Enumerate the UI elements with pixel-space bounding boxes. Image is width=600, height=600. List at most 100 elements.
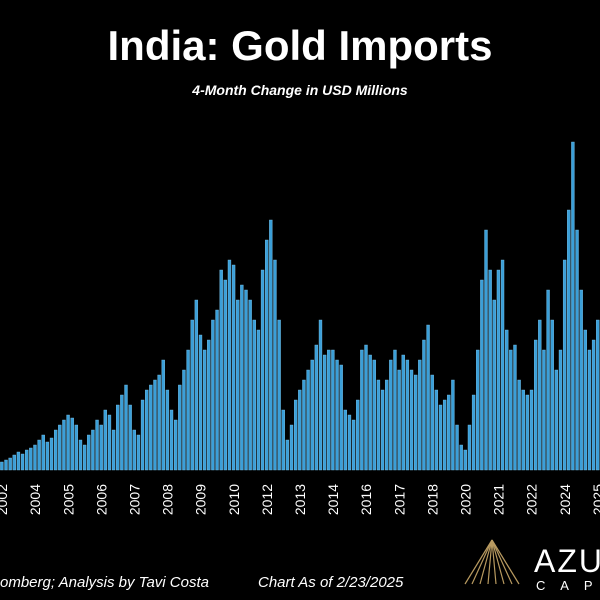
- bar: [252, 319, 256, 471]
- bar: [471, 394, 476, 471]
- bar: [202, 349, 207, 471]
- bar: [99, 424, 103, 471]
- chart-title: India: Gold Imports: [108, 22, 493, 69]
- bar: [372, 359, 376, 471]
- bar: [140, 399, 145, 471]
- bar: [273, 259, 277, 471]
- bar: [476, 349, 480, 471]
- bar: [550, 319, 554, 471]
- bar: [45, 441, 50, 471]
- bar: [240, 284, 244, 471]
- bar: [41, 434, 45, 471]
- bar: [484, 229, 488, 471]
- bar: [103, 409, 107, 471]
- bar: [4, 459, 8, 471]
- bar: [289, 424, 294, 471]
- bar: [356, 399, 360, 471]
- bar: [128, 404, 132, 471]
- bar: [401, 354, 405, 471]
- bar: [517, 379, 521, 471]
- bar: [434, 389, 439, 471]
- bar: [327, 349, 331, 471]
- source: omberg; Analysis by Tavi Costa: [0, 574, 209, 591]
- bar: [244, 289, 248, 471]
- bar: [298, 389, 302, 471]
- bar: [347, 414, 352, 471]
- bar: [223, 279, 227, 471]
- bar: [513, 344, 517, 471]
- bar: [583, 329, 587, 471]
- bar: [562, 259, 567, 471]
- bar: [277, 319, 281, 471]
- bar: [256, 329, 261, 471]
- bar: [430, 374, 434, 471]
- bar: [418, 359, 422, 471]
- bar: [380, 389, 385, 471]
- bar: [376, 379, 381, 471]
- x-tick-label: 2007: [126, 484, 142, 515]
- x-tick-label: 2005: [60, 484, 76, 515]
- bar: [438, 404, 443, 471]
- bar: [153, 379, 157, 471]
- bar: [558, 349, 563, 471]
- chart-subtitle: 4-Month Change in USD Millions: [191, 82, 408, 98]
- x-tick-label: 2009: [193, 484, 209, 515]
- bar: [285, 439, 290, 471]
- bar: [567, 209, 571, 471]
- x-tick-label: 2002: [0, 484, 10, 515]
- bar: [124, 384, 128, 471]
- bar: [207, 339, 211, 471]
- logo-sub: C A P: [536, 578, 599, 593]
- bar: [182, 369, 186, 471]
- bar: [53, 429, 58, 471]
- bar: [87, 434, 91, 471]
- bar: [260, 269, 265, 471]
- bar: [322, 354, 327, 471]
- bar: [459, 444, 463, 471]
- bar: [136, 434, 141, 471]
- bar: [91, 429, 95, 471]
- x-tick-label: 2022: [524, 484, 540, 515]
- bar: [293, 399, 298, 471]
- bar: [211, 319, 215, 471]
- bar: [451, 379, 455, 471]
- bar: [480, 279, 484, 471]
- bar: [467, 424, 472, 471]
- bar: [447, 394, 451, 471]
- bar: [500, 259, 505, 471]
- bar: [58, 424, 62, 471]
- x-tick-label: 2024: [557, 484, 573, 515]
- bar: [116, 404, 120, 471]
- bar: [351, 419, 356, 471]
- bar: [20, 453, 25, 471]
- x-tick-label: 2006: [93, 484, 109, 515]
- bar: [331, 349, 335, 471]
- bar: [0, 461, 4, 471]
- bar: [509, 349, 513, 471]
- bar: [120, 394, 124, 471]
- note: Chart As of 2/23/2025: [258, 574, 404, 591]
- bar: [426, 324, 430, 471]
- bar: [265, 239, 269, 471]
- bar: [149, 384, 153, 471]
- bar: [554, 369, 559, 471]
- bar: [314, 344, 319, 471]
- x-tick-label: 2010: [226, 484, 242, 515]
- bar: [186, 349, 190, 471]
- bar: [25, 449, 29, 471]
- bar: [546, 289, 550, 471]
- bar: [157, 374, 161, 471]
- bar: [70, 417, 74, 471]
- bar: [161, 359, 165, 471]
- bar: [269, 219, 273, 471]
- bar: [339, 364, 343, 471]
- bar: [12, 454, 16, 471]
- bar: [596, 319, 600, 471]
- bar: [385, 379, 389, 471]
- bar: [368, 354, 372, 471]
- x-tick-label: 2004: [27, 484, 43, 515]
- logo-name: AZU: [534, 543, 600, 579]
- bar: [571, 141, 575, 471]
- bar: [132, 429, 136, 471]
